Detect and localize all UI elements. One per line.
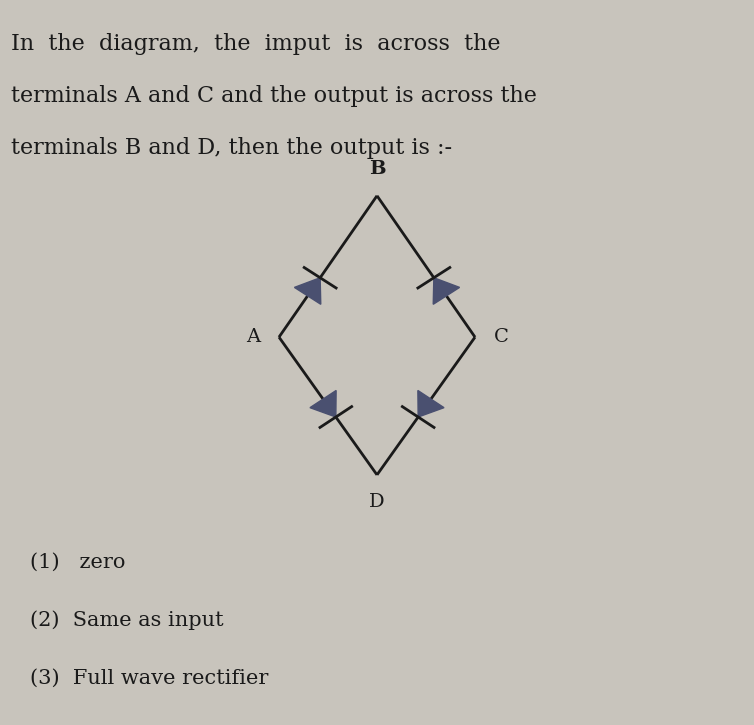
Text: A: A	[246, 328, 260, 346]
Text: terminals B and D, then the output is :-: terminals B and D, then the output is :-	[11, 137, 452, 159]
Text: (2)  Same as input: (2) Same as input	[30, 610, 224, 630]
Text: (1)   zero: (1) zero	[30, 552, 125, 571]
Polygon shape	[294, 278, 320, 304]
Text: B: B	[369, 160, 385, 178]
Text: (3)  Full wave rectifier: (3) Full wave rectifier	[30, 668, 268, 687]
Polygon shape	[434, 278, 460, 304]
Text: terminals A and C and the output is across the: terminals A and C and the output is acro…	[11, 85, 537, 107]
Polygon shape	[418, 391, 444, 417]
Text: In  the  diagram,  the  imput  is  across  the: In the diagram, the imput is across the	[11, 33, 501, 54]
Polygon shape	[310, 391, 336, 417]
Text: C: C	[494, 328, 509, 346]
Text: D: D	[369, 493, 385, 511]
